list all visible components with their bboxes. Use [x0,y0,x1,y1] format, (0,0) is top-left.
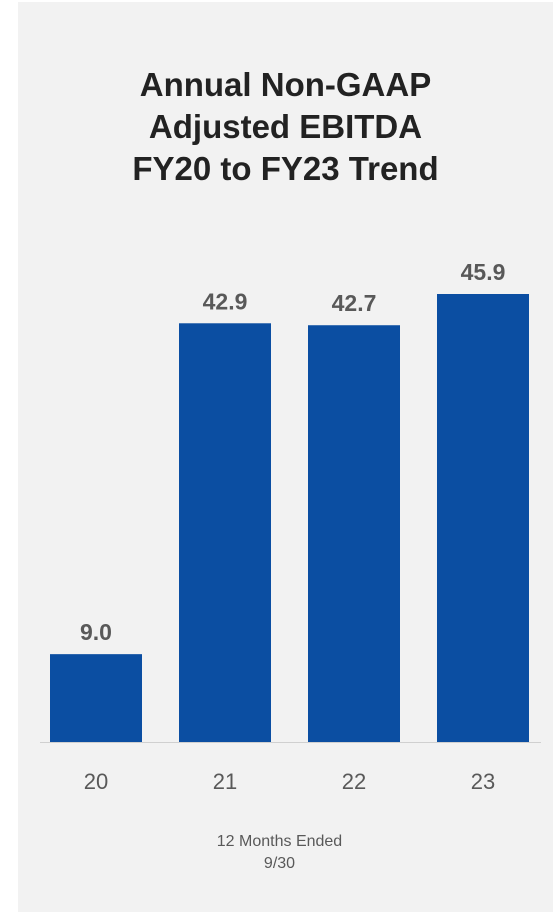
bar-23 [437,294,529,742]
x-axis-title-line-2: 9/30 [263,855,296,872]
bar-21 [179,323,271,742]
data-label-23: 45.9 [461,259,506,285]
chart-title-line-3: FY20 to FY23 Trend [132,150,439,187]
data-label-20: 9.0 [80,619,112,645]
x-tick-label-23: 23 [471,769,495,794]
x-tick-label-22: 22 [342,769,366,794]
chart-title-line-1: Annual Non-GAAP [139,66,432,103]
chart-title-line-2: Adjusted EBITDA [148,108,423,145]
x-axis-title-line-1: 12 Months Ended [216,833,343,850]
bar-20 [50,654,142,742]
x-tick-label-20: 20 [84,769,108,794]
x-tick-label-21: 21 [213,769,237,794]
bar-22 [308,325,400,742]
data-label-22: 42.7 [332,290,377,316]
chart-title: Annual Non-GAAP Adjusted EBITDA FY20 to … [18,64,553,190]
data-label-21: 42.9 [203,288,248,314]
x-axis-title: 12 Months Ended 9/30 [0,831,559,875]
